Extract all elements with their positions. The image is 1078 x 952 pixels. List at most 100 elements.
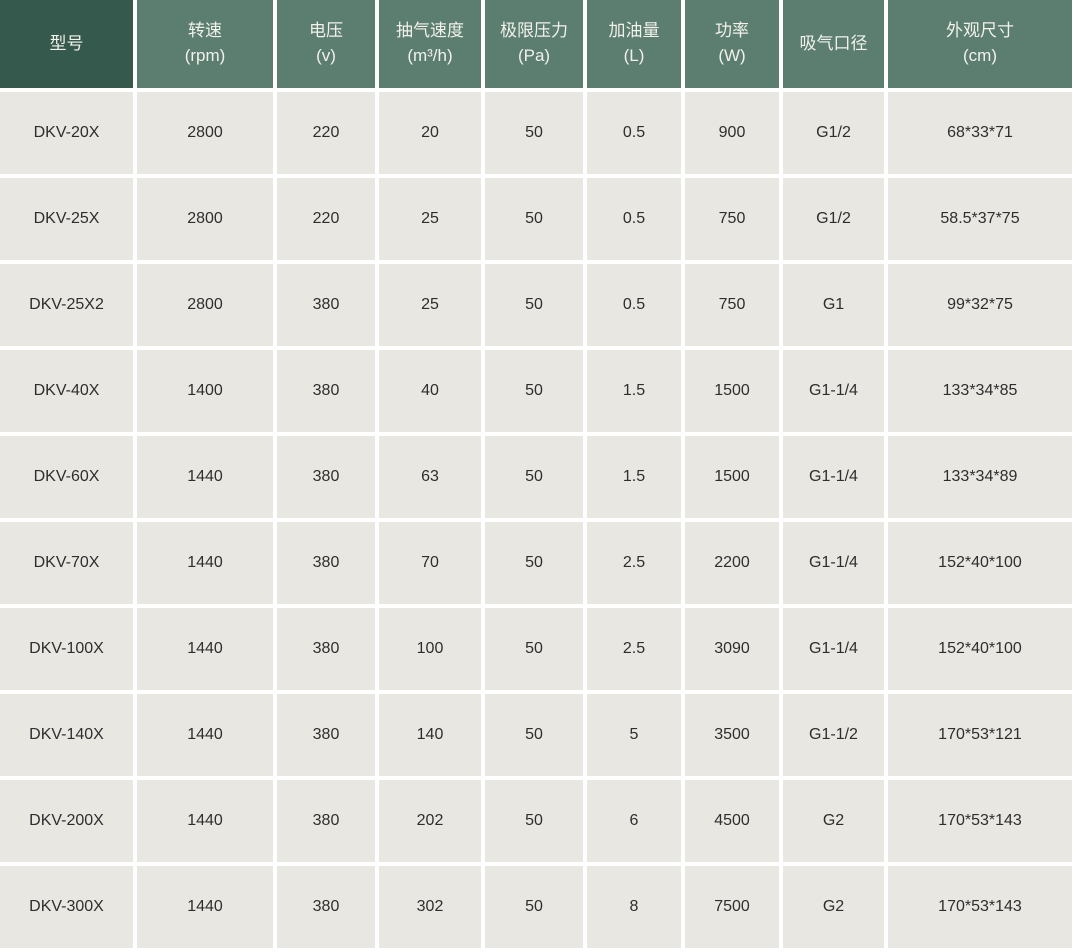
cell-oil-amount-l: 2.5 — [587, 608, 681, 690]
cell-power-w: 900 — [685, 92, 779, 174]
cell-power-w: 1500 — [685, 436, 779, 518]
model-cell: DKV-60X — [0, 436, 133, 518]
column-label: 抽气速度 — [396, 21, 464, 41]
cell-voltage-v: 380 — [277, 436, 375, 518]
column-label: 功率 — [715, 21, 749, 41]
cell-oil-amount-l: 5 — [587, 694, 681, 776]
model-cell: DKV-200X — [0, 780, 133, 862]
cell-inlet-port: G2 — [783, 866, 884, 948]
column-label: 加油量 — [608, 21, 660, 41]
cell-pumping-speed-m3h: 100 — [379, 608, 481, 690]
table-row-DKV-300X: DKV-300X 1440 380 302 50 8 7500 G2 170*53*143 — [0, 866, 1072, 948]
cell-oil-amount-l: 8 — [587, 866, 681, 948]
cell-voltage-v: 380 — [277, 780, 375, 862]
table-row-DKV-25X: DKV-25X 2800 220 25 50 0.5 750 G1/2 58.5*37*75 — [0, 178, 1072, 260]
model-cell: DKV-20X — [0, 92, 133, 174]
cell-inlet-port: G1-1/4 — [783, 350, 884, 432]
cell-ultimate-pressure-pa: 50 — [485, 436, 583, 518]
column-unit: (m³/h) — [407, 46, 453, 65]
cell-inlet-port: G1-1/4 — [783, 522, 884, 604]
table-row-DKV-60X: DKV-60X 1440 380 63 50 1.5 1500 G1-1/4 133*34*89 — [0, 436, 1072, 518]
table-row-DKV-70X: DKV-70X 1440 380 70 50 2.5 2200 G1-1/4 152*40*10… — [0, 522, 1072, 604]
cell-inlet-port: G1-1/4 — [783, 436, 884, 518]
column-header-pumping-speed-m3h: 抽气速度 (m³/h) — [379, 0, 481, 88]
cell-voltage-v: 220 — [277, 92, 375, 174]
cell-ultimate-pressure-pa: 50 — [485, 608, 583, 690]
model-cell: DKV-70X — [0, 522, 133, 604]
cell-power-w: 750 — [685, 178, 779, 260]
cell-ultimate-pressure-pa: 50 — [485, 350, 583, 432]
cell-dimensions-cm: 99*32*75 — [888, 264, 1072, 346]
cell-voltage-v: 380 — [277, 866, 375, 948]
cell-power-w: 4500 — [685, 780, 779, 862]
cell-ultimate-pressure-pa: 50 — [485, 780, 583, 862]
cell-oil-amount-l: 0.5 — [587, 178, 681, 260]
cell-inlet-port: G1/2 — [783, 178, 884, 260]
cell-ultimate-pressure-pa: 50 — [485, 92, 583, 174]
cell-pumping-speed-m3h: 25 — [379, 264, 481, 346]
column-label: 吸气口径 — [799, 33, 868, 53]
column-header-ultimate-pressure-pa: 极限压力 (Pa) — [485, 0, 583, 88]
cell-pumping-speed-m3h: 70 — [379, 522, 481, 604]
model-cell: DKV-25X2 — [0, 264, 133, 346]
cell-voltage-v: 380 — [277, 694, 375, 776]
column-unit: (W) — [718, 46, 746, 65]
cell-oil-amount-l: 2.5 — [587, 522, 681, 604]
cell-ultimate-pressure-pa: 50 — [485, 178, 583, 260]
cell-power-w: 7500 — [685, 866, 779, 948]
cell-pumping-speed-m3h: 302 — [379, 866, 481, 948]
cell-power-w: 3090 — [685, 608, 779, 690]
cell-power-w: 3500 — [685, 694, 779, 776]
cell-pumping-speed-m3h: 63 — [379, 436, 481, 518]
cell-speed-rpm: 1440 — [137, 608, 273, 690]
table-row-DKV-40X: DKV-40X 1400 380 40 50 1.5 1500 G1-1/4 133*34*85 — [0, 350, 1072, 432]
column-header-power-w: 功率 (W) — [685, 0, 779, 88]
column-header-voltage-v: 电压 (v) — [277, 0, 375, 88]
cell-power-w: 2200 — [685, 522, 779, 604]
cell-dimensions-cm: 170*53*143 — [888, 780, 1072, 862]
column-header-dimensions-cm: 外观尺寸 (cm) — [888, 0, 1072, 88]
column-header-speed-rpm: 转速 (rpm) — [137, 0, 273, 88]
cell-speed-rpm: 1440 — [137, 694, 273, 776]
cell-voltage-v: 380 — [277, 608, 375, 690]
cell-power-w: 750 — [685, 264, 779, 346]
model-cell: DKV-25X — [0, 178, 133, 260]
cell-oil-amount-l: 1.5 — [587, 350, 681, 432]
cell-dimensions-cm: 170*53*121 — [888, 694, 1072, 776]
cell-voltage-v: 380 — [277, 522, 375, 604]
cell-pumping-speed-m3h: 140 — [379, 694, 481, 776]
cell-speed-rpm: 1440 — [137, 436, 273, 518]
column-unit: (v) — [316, 46, 336, 65]
cell-voltage-v: 220 — [277, 178, 375, 260]
cell-speed-rpm: 2800 — [137, 264, 273, 346]
table-row-DKV-140X: DKV-140X 1440 380 140 50 5 3500 G1-1/2 170*53*12… — [0, 694, 1072, 776]
column-label: 外观尺寸 — [946, 21, 1014, 41]
cell-pumping-speed-m3h: 20 — [379, 92, 481, 174]
cell-power-w: 1500 — [685, 350, 779, 432]
column-label: 极限压力 — [500, 21, 568, 41]
model-cell: DKV-40X — [0, 350, 133, 432]
cell-inlet-port: G2 — [783, 780, 884, 862]
table-row-DKV-20X: DKV-20X 2800 220 20 50 0.5 900 G1/2 68*33*71 — [0, 92, 1072, 174]
cell-ultimate-pressure-pa: 50 — [485, 694, 583, 776]
cell-inlet-port: G1/2 — [783, 92, 884, 174]
cell-oil-amount-l: 0.5 — [587, 92, 681, 174]
column-header-oil-amount-l: 加油量 (L) — [587, 0, 681, 88]
table-row-DKV-200X: DKV-200X 1440 380 202 50 6 4500 G2 170*53*143 — [0, 780, 1072, 862]
cell-oil-amount-l: 0.5 — [587, 264, 681, 346]
cell-dimensions-cm: 152*40*100 — [888, 522, 1072, 604]
model-cell: DKV-140X — [0, 694, 133, 776]
cell-voltage-v: 380 — [277, 350, 375, 432]
cell-voltage-v: 380 — [277, 264, 375, 346]
cell-dimensions-cm: 170*53*143 — [888, 866, 1072, 948]
cell-inlet-port: G1-1/2 — [783, 694, 884, 776]
column-unit: (rpm) — [184, 46, 226, 65]
cell-ultimate-pressure-pa: 50 — [485, 264, 583, 346]
model-cell: DKV-300X — [0, 866, 133, 948]
cell-speed-rpm: 1440 — [137, 522, 273, 604]
cell-oil-amount-l: 6 — [587, 780, 681, 862]
cell-ultimate-pressure-pa: 50 — [485, 866, 583, 948]
cell-speed-rpm: 1400 — [137, 350, 273, 432]
cell-oil-amount-l: 1.5 — [587, 436, 681, 518]
